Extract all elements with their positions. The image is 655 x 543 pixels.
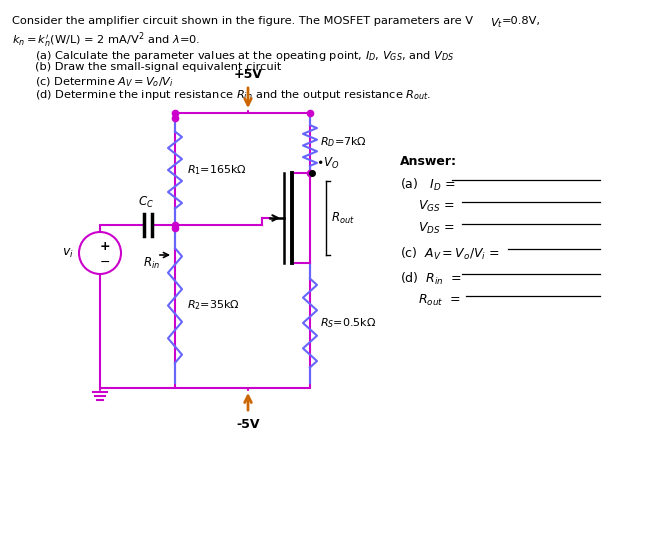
Text: (c)  $A_V = V_o/V_i$ =: (c) $A_V = V_o/V_i$ = [400, 246, 500, 262]
Text: $R_2$=35k$\Omega$: $R_2$=35k$\Omega$ [187, 299, 240, 312]
Text: (d) Determine the input resistance $R_{in}$ and the output resistance $R_{out}$.: (d) Determine the input resistance $R_{i… [35, 88, 432, 102]
Text: $R_S$=0.5k$\Omega$: $R_S$=0.5k$\Omega$ [320, 316, 377, 330]
Text: $R_1$=165k$\Omega$: $R_1$=165k$\Omega$ [187, 163, 247, 177]
Text: $R_{in}$: $R_{in}$ [143, 255, 160, 270]
Text: $V_{DS}$ =: $V_{DS}$ = [418, 221, 455, 236]
Text: $k_n = k_n'$(W/L) = 2 mA/V$^2$ and $\lambda$=0.: $k_n = k_n'$(W/L) = 2 mA/V$^2$ and $\lam… [12, 30, 200, 49]
Text: $-$: $-$ [100, 255, 111, 268]
Text: $R_D$=7k$\Omega$: $R_D$=7k$\Omega$ [320, 136, 367, 149]
Text: +5V: +5V [233, 68, 263, 81]
Text: $C_C$: $C_C$ [138, 195, 154, 210]
Text: $V_t$: $V_t$ [490, 16, 503, 30]
Text: -5V: -5V [236, 418, 260, 431]
Text: (c) Determine $A_V$$=V_o/V_i$: (c) Determine $A_V$$=V_o/V_i$ [35, 75, 174, 89]
Text: +: + [100, 241, 110, 254]
Text: $R_{out}$: $R_{out}$ [331, 211, 355, 225]
Text: $R_{out}$  =: $R_{out}$ = [418, 293, 460, 308]
Text: (b) Draw the small-signal equivalent circuit: (b) Draw the small-signal equivalent cir… [35, 62, 282, 72]
Text: $v_i$: $v_i$ [62, 247, 74, 260]
Text: (d)  $R_{in}$  =: (d) $R_{in}$ = [400, 271, 462, 287]
Text: $V_{GS}$ =: $V_{GS}$ = [418, 199, 455, 214]
Text: (a)   $I_D$ =: (a) $I_D$ = [400, 177, 455, 193]
Text: =0.8V,: =0.8V, [502, 16, 541, 26]
Text: (a) Calculate the parameter values at the opeating point, $I_D$, $V_{GS}$, and $: (a) Calculate the parameter values at th… [35, 49, 455, 63]
Text: Consider the amplifier circuit shown in the figure. The MOSFET parameters are V: Consider the amplifier circuit shown in … [12, 16, 473, 26]
Text: Answer:: Answer: [400, 155, 457, 168]
Text: $\bullet$$V_O$: $\bullet$$V_O$ [316, 156, 339, 171]
